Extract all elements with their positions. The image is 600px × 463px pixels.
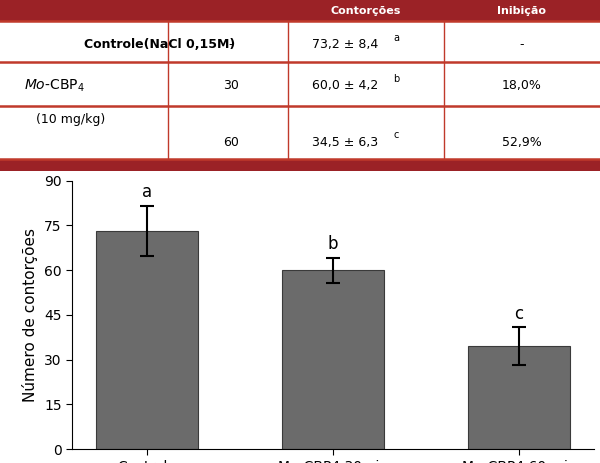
Text: Controle(NaCl 0,15M): Controle(NaCl 0,15M) (84, 38, 235, 51)
Bar (0, 159, 600, 171)
Text: Contorções: Contorções (331, 6, 401, 16)
Text: $\bf{\it{Mo}}$-CBP$_4$: $\bf{\it{Mo}}$-CBP$_4$ (24, 77, 85, 94)
Y-axis label: Número de contorções: Número de contorções (22, 228, 38, 402)
Text: 52,9%: 52,9% (502, 136, 542, 149)
Text: -: - (520, 38, 524, 51)
Text: 30: 30 (223, 79, 239, 92)
Text: c: c (393, 131, 398, 140)
Text: b: b (393, 74, 399, 84)
Text: Inibição: Inibição (497, 6, 547, 16)
Text: a: a (393, 33, 399, 43)
Text: 60,0 ± 4,2: 60,0 ± 4,2 (312, 79, 378, 92)
Text: 18,0%: 18,0% (502, 79, 542, 92)
Text: c: c (515, 305, 524, 323)
Text: 60: 60 (223, 136, 239, 149)
Bar (96, 231, 198, 449)
Text: (10 mg/kg): (10 mg/kg) (36, 113, 105, 126)
Text: 34,5 ± 6,3: 34,5 ± 6,3 (312, 136, 378, 149)
Text: a: a (142, 183, 152, 201)
Bar (468, 346, 570, 449)
Bar (0, 0, 600, 20)
Text: -: - (229, 38, 233, 51)
Text: b: b (328, 235, 338, 253)
Bar (282, 270, 384, 449)
Text: 73,2 ± 8,4: 73,2 ± 8,4 (312, 38, 378, 51)
